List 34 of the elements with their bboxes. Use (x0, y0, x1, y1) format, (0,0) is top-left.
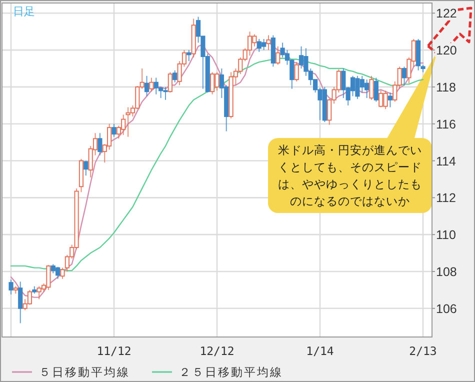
candlestick (172, 70, 178, 83)
y-tick-label: 116 (436, 117, 456, 132)
candlestick (8, 279, 14, 296)
candlestick (84, 160, 88, 176)
y-tick-label: 122 (436, 6, 457, 21)
x-tick-label: 2/13 (409, 344, 437, 358)
candlestick (168, 72, 172, 93)
candlestick (144, 75, 150, 97)
x-tick-label: 1/14 (306, 344, 334, 358)
x-tick-label: 11/12 (96, 344, 132, 358)
y-tick-label: 118 (436, 80, 456, 94)
x-tick-label: 12/12 (200, 344, 234, 358)
candlestick (369, 75, 374, 100)
annotation: 米ドル高・円安が進んでいくとしても、そのスピードは、ややゆっくりとしたものになるのではないか (278, 143, 422, 208)
candlestick (388, 92, 393, 108)
chart-title: 日足 (13, 6, 35, 18)
y-tick-label: 110 (436, 228, 456, 242)
legend-label: ２５日移動平均線 (179, 366, 283, 379)
y-tick-label: 120 (436, 44, 457, 58)
y-tick-label: 114 (436, 154, 456, 168)
candlestick (266, 34, 271, 51)
candlestick (374, 77, 378, 102)
candlestick (402, 66, 407, 86)
y-tick-label: 108 (436, 264, 457, 279)
candlestick (18, 281, 23, 324)
y-tick-label: 106 (436, 302, 457, 316)
candlestick (186, 50, 192, 62)
candlestick (149, 77, 154, 92)
y-tick-label: 112 (436, 191, 456, 206)
candlestick (294, 62, 299, 82)
candlestick (276, 46, 280, 66)
candlestick (98, 132, 102, 156)
legend-label: ５日移動平均線 (39, 366, 130, 379)
candlestick (112, 123, 116, 138)
